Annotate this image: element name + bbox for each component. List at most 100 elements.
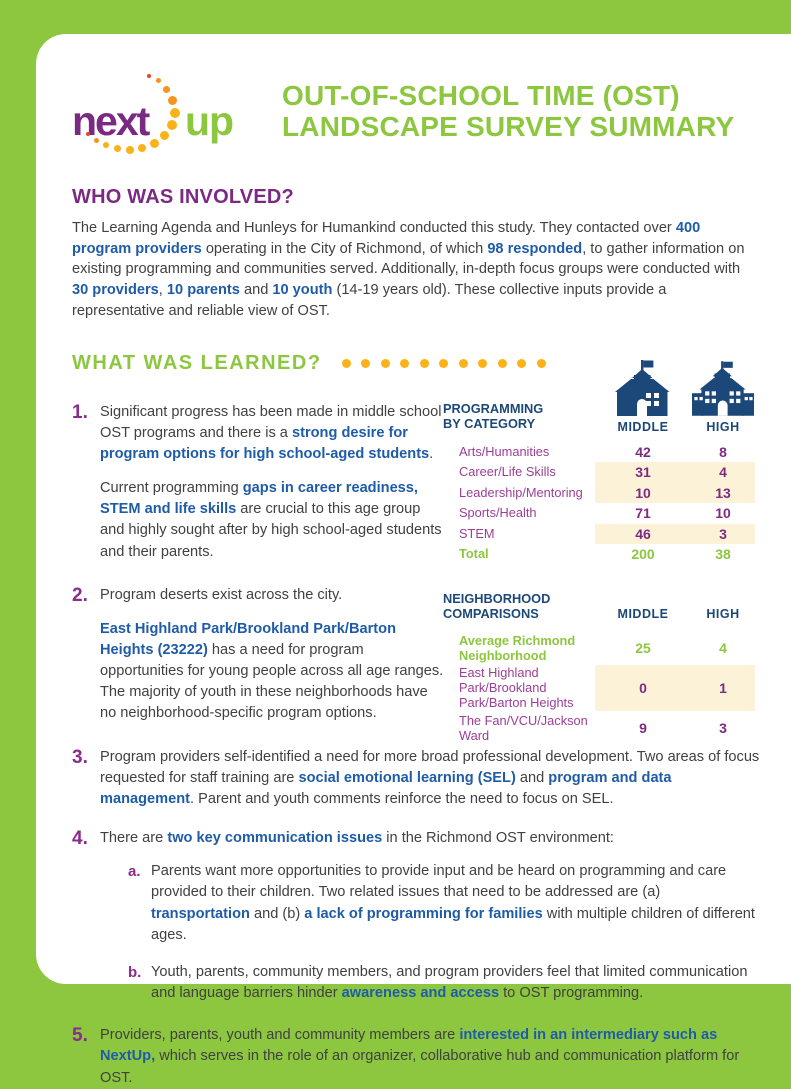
middle-value: 71	[635, 505, 651, 522]
finding-4a: a. Parents want more opportunities to pr…	[128, 861, 763, 946]
finding-4a-letter: a.	[128, 863, 141, 881]
category-label: STEM	[459, 525, 495, 541]
middle-value: 42	[635, 443, 651, 460]
page-title-line1: OUT-OF-SCHOOL TIME (OST)	[282, 80, 680, 111]
finding-4: 4. There are two key communication issue…	[72, 828, 763, 1004]
nextup-logo: next up	[72, 74, 252, 158]
finding-5: 5. Providers, parents, youth and communi…	[72, 1025, 763, 1088]
middle-column-label: MIDDLE	[617, 419, 669, 434]
finding-2-text: Program deserts exist across the city. E…	[100, 585, 448, 725]
neighborhood-label: The Fan/VCU/Jackson Ward	[459, 712, 588, 743]
table-row: Leadership/Mentoring 10 13	[443, 482, 755, 504]
total-high-value: 38	[715, 546, 731, 563]
middle-value: 10	[595, 482, 691, 504]
neighborhood-label: Average Richmond Neighborhood	[459, 632, 576, 663]
finding-3-paragraph: Program providers self-identified a need…	[100, 748, 760, 807]
total-label: Total	[459, 546, 489, 562]
finding-1-text: Significant progress has been made in mi…	[100, 402, 448, 563]
neighborhood-table-header: NEIGHBORHOOD COMPARISONS MIDDLE HIGH	[443, 591, 755, 624]
table-row: Average Richmond Neighborhood 25 4	[443, 631, 755, 664]
data-tables-aside: PROGRAMMING BY CATEGORY	[443, 359, 755, 744]
finding-5-number: 5.	[72, 1025, 88, 1047]
high-school-column-header: HIGH	[691, 360, 755, 434]
category-label: Sports/Health	[459, 505, 537, 521]
programming-table-title: PROGRAMMING BY CATEGORY	[443, 401, 595, 434]
finding-2-paragraph-1: Program deserts exist across the city.	[100, 586, 343, 603]
neighborhood-table: NEIGHBORHOOD COMPARISONS MIDDLE HIGH Ave…	[443, 591, 755, 744]
finding-4a-text: Parents want more opportunities to provi…	[151, 863, 755, 943]
finding-4-text: There are two key communication issues i…	[100, 828, 763, 1004]
finding-2: 2. Program deserts exist across the city…	[72, 585, 448, 725]
who-was-involved-paragraph: The Learning Agenda and Hunleys for Huma…	[72, 220, 745, 319]
table-row: The Fan/VCU/Jackson Ward 9 3	[443, 712, 755, 744]
category-label: Leadership/Mentoring	[459, 484, 583, 500]
high-column-label: HIGH	[706, 607, 740, 622]
total-middle-value: 200	[631, 546, 655, 563]
finding-5-paragraph: Providers, parents, youth and community …	[100, 1027, 740, 1086]
high-value: 4	[691, 462, 755, 483]
table-total-row: Total 200 38	[443, 544, 755, 565]
finding-5-text: Providers, parents, youth and community …	[100, 1025, 763, 1088]
neighborhood-label: East Highland Park/Brookland Park/Barton…	[459, 665, 574, 711]
finding-2-paragraph-2: East Highland Park/Brookland Park/Barton…	[100, 620, 444, 722]
high-value: 1	[691, 665, 755, 711]
logo-word-next: next	[72, 98, 150, 144]
finding-4b: b. Youth, parents, community members, an…	[128, 962, 763, 1004]
table-row: Arts/Humanities 42 8	[443, 442, 755, 463]
table-row: STEM 46 3	[443, 523, 755, 545]
decorative-dot-row	[341, 359, 546, 369]
middle-value: 31	[595, 462, 691, 483]
middle-school-column-header: MIDDLE	[595, 359, 691, 434]
finding-4-intro: There are two key communication issues i…	[100, 830, 614, 847]
category-label: Career/Life Skills	[459, 464, 556, 480]
high-value: 4	[719, 639, 727, 656]
who-was-involved-heading: WHO WAS INVOLVED?	[72, 186, 294, 208]
finding-3-text: Program providers self-identified a need…	[100, 747, 763, 810]
page-title-line2: LANDSCAPE SURVEY SUMMARY	[282, 111, 735, 143]
finding-1-paragraph-2: Current programming gaps in career readi…	[100, 480, 442, 560]
high-value: 13	[691, 482, 755, 504]
finding-3-number: 3.	[72, 746, 88, 768]
middle-value: 0	[595, 665, 691, 711]
table-row: Sports/Health 71 10	[443, 503, 755, 524]
programming-title-line1: PROGRAMMING	[443, 400, 544, 416]
neighborhood-table-title: NEIGHBORHOOD COMPARISONS	[443, 591, 595, 624]
finding-3: 3. Program providers self-identified a n…	[72, 747, 763, 810]
neighborhood-table-rows: Average Richmond Neighborhood 25 4 East …	[443, 631, 755, 743]
table-row: East Highland Park/Brookland Park/Barton…	[443, 664, 755, 711]
finding-1-paragraph-1: Significant progress has been made in mi…	[100, 403, 442, 462]
middle-value: 46	[595, 523, 691, 545]
page-title: OUT-OF-SCHOOL TIME (OST) LANDSCAPE SURVE…	[282, 80, 734, 143]
finding-4b-letter: b.	[128, 963, 142, 981]
programming-title-line2: BY CATEGORY	[443, 416, 536, 432]
neighborhood-title-line1: NEIGHBORHOOD	[443, 590, 551, 606]
middle-value: 25	[635, 639, 651, 656]
programming-table-header: PROGRAMMING BY CATEGORY	[443, 359, 755, 434]
middle-column-label: MIDDLE	[617, 607, 669, 622]
high-column-label: HIGH	[706, 419, 740, 434]
findings-two-column-zone: 1. Significant progress has been made in…	[72, 359, 763, 743]
finding-4-number: 4.	[72, 828, 88, 850]
category-label: Arts/Humanities	[459, 443, 550, 459]
finding-1-number: 1.	[72, 401, 88, 423]
what-was-learned-heading: WHAT WAS LEARNED?	[72, 352, 322, 375]
what-was-learned-row: WHAT WAS LEARNED?	[72, 352, 763, 376]
findings-left-column: 1. Significant progress has been made in…	[72, 376, 448, 725]
finding-2-number: 2.	[72, 584, 88, 606]
finding-1: 1. Significant progress has been made in…	[72, 402, 448, 563]
neighborhood-title-line2: COMPARISONS	[443, 605, 539, 621]
high-value: 3	[719, 719, 727, 736]
table-row: Career/Life Skills 31 4	[443, 462, 755, 483]
high-school-icon	[692, 360, 754, 416]
document-card: next up OUT-OF-SCHOOL TIME (OST)	[36, 34, 791, 1086]
high-value: 10	[715, 505, 731, 522]
masthead: next up OUT-OF-SCHOOL TIME (OST)	[72, 74, 763, 164]
high-value: 8	[719, 443, 727, 460]
programming-table: Arts/Humanities 42 8 Career/Life Skills …	[443, 442, 755, 565]
logo-word-up: up	[185, 98, 234, 144]
finding-4b-text: Youth, parents, community members, and p…	[151, 963, 748, 1002]
middle-value: 9	[639, 719, 647, 736]
middle-school-icon	[615, 359, 670, 416]
high-value: 3	[691, 523, 755, 545]
findings-full-width-zone: 3. Program providers self-identified a n…	[72, 747, 763, 1089]
